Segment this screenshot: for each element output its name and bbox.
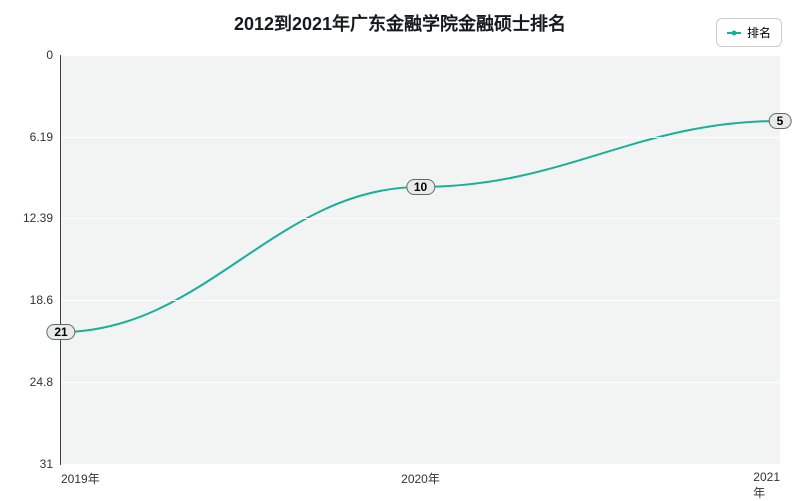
x-tick-label: 2020年 xyxy=(401,464,440,487)
data-point-label: 5 xyxy=(769,113,792,129)
chart-title: 2012到2021年广东金融学院金融硕士排名 xyxy=(0,10,800,36)
plot-area: 06.1912.3918.624.8312019年2020年2021年21105 xyxy=(60,55,780,465)
gridline xyxy=(61,382,780,383)
chart-container: 2012到2021年广东金融学院金融硕士排名 排名 06.1912.3918.6… xyxy=(0,0,800,500)
data-point-label: 10 xyxy=(406,179,435,195)
line-series xyxy=(61,55,780,464)
gridline xyxy=(61,218,780,219)
legend-marker-icon xyxy=(727,32,741,34)
y-tick-label: 31 xyxy=(40,457,61,471)
y-tick-label: 24.8 xyxy=(30,375,61,389)
gridline xyxy=(61,137,780,138)
x-tick-label: 2019年 xyxy=(61,464,100,487)
y-tick-label: 18.6 xyxy=(30,293,61,307)
data-point-label: 21 xyxy=(46,324,75,340)
x-tick-label: 2021年 xyxy=(753,464,780,501)
legend-label: 排名 xyxy=(747,24,771,41)
legend: 排名 xyxy=(716,18,782,47)
gridline xyxy=(61,55,780,56)
y-tick-label: 0 xyxy=(46,48,61,62)
gridline xyxy=(61,300,780,301)
y-tick-label: 12.39 xyxy=(23,211,61,225)
y-tick-label: 6.19 xyxy=(30,130,61,144)
